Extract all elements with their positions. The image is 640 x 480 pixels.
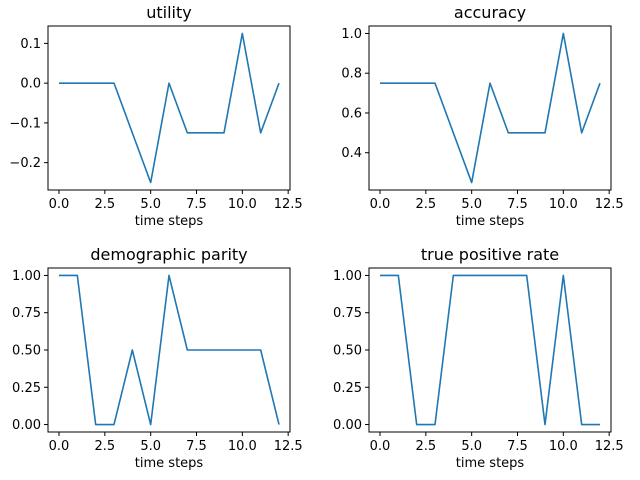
y-tick-label: 0.75: [333, 306, 362, 321]
x-axis-label: time steps: [456, 214, 525, 229]
x-tick-label: 5.0: [461, 197, 482, 212]
x-axis-label: time steps: [135, 214, 204, 229]
x-tick-label: 2.5: [415, 439, 436, 454]
subplot-title: utility: [146, 3, 192, 22]
y-tick-label: 0.25: [333, 381, 362, 396]
x-tick-label: 7.5: [507, 439, 528, 454]
y-tick-label: −0.1: [9, 116, 41, 131]
x-tick-label: 10.0: [549, 439, 578, 454]
x-tick-label: 12.5: [274, 197, 303, 212]
axes-frame: [368, 25, 612, 191]
y-tick-label: −0.2: [9, 156, 41, 171]
y-tick-label: 0.1: [20, 37, 41, 52]
y-tick-label: 0.00: [333, 418, 362, 433]
y-tick-label: 0.0: [20, 77, 41, 92]
x-tick-label: 10.0: [228, 439, 257, 454]
x-axis-label: time steps: [456, 456, 525, 471]
x-tick-label: 0.0: [370, 439, 391, 454]
y-tick-label: 0.00: [12, 418, 41, 433]
subplot-2: accuracy 0.0 2.5 5.0 7.5 10.0 12.5 0.4 0.6 0.8 1.0…: [341, 3, 623, 229]
x-tick-label: 5.0: [140, 197, 161, 212]
x-tick-label: 7.5: [186, 439, 207, 454]
x-tick-label: 7.5: [507, 197, 528, 212]
x-tick-label: 5.0: [461, 439, 482, 454]
y-tick-label: 1.0: [341, 27, 362, 42]
x-tick-label: 12.5: [274, 439, 303, 454]
y-tick-label: 1.00: [333, 269, 362, 284]
y-tick-label: 0.75: [12, 306, 41, 321]
subplot-1: utility 0.0 2.5 5.0 7.5 10.0 12.5 −0.2 −0.1 0.0 0.…: [9, 3, 302, 229]
y-tick-label: 0.50: [12, 344, 41, 359]
subplot-title: accuracy: [454, 3, 526, 22]
axes-frame: [47, 25, 291, 191]
x-tick-label: 0.0: [370, 197, 391, 212]
x-tick-label: 7.5: [186, 197, 207, 212]
y-tick-label: 0.4: [341, 146, 362, 161]
x-tick-label: 0.0: [49, 439, 70, 454]
y-tick-label: 0.8: [341, 67, 362, 82]
x-tick-label: 10.0: [228, 197, 257, 212]
y-tick-label: 0.6: [341, 106, 362, 121]
x-tick-label: 0.0: [49, 197, 70, 212]
x-tick-label: 5.0: [140, 439, 161, 454]
x-tick-label: 12.5: [595, 197, 624, 212]
x-tick-label: 2.5: [415, 197, 436, 212]
x-tick-label: 12.5: [595, 439, 624, 454]
x-axis-label: time steps: [135, 456, 204, 471]
x-tick-label: 10.0: [549, 197, 578, 212]
y-tick-label: 0.25: [12, 381, 41, 396]
x-tick-label: 2.5: [94, 197, 115, 212]
subplot-title: demographic parity: [90, 245, 247, 264]
x-tick-label: 2.5: [94, 439, 115, 454]
subplot-4: true positive rate 0.0 2.5 5.0 7.5 10.0 12.5 0.…: [333, 245, 624, 471]
y-tick-label: 0.50: [333, 344, 362, 359]
subplot-3: demographic parity 0.0 2.5 5.0 7.5 10.0 12.5 0.…: [12, 245, 303, 471]
subplot-title: true positive rate: [421, 245, 559, 264]
y-tick-label: 1.00: [12, 269, 41, 284]
